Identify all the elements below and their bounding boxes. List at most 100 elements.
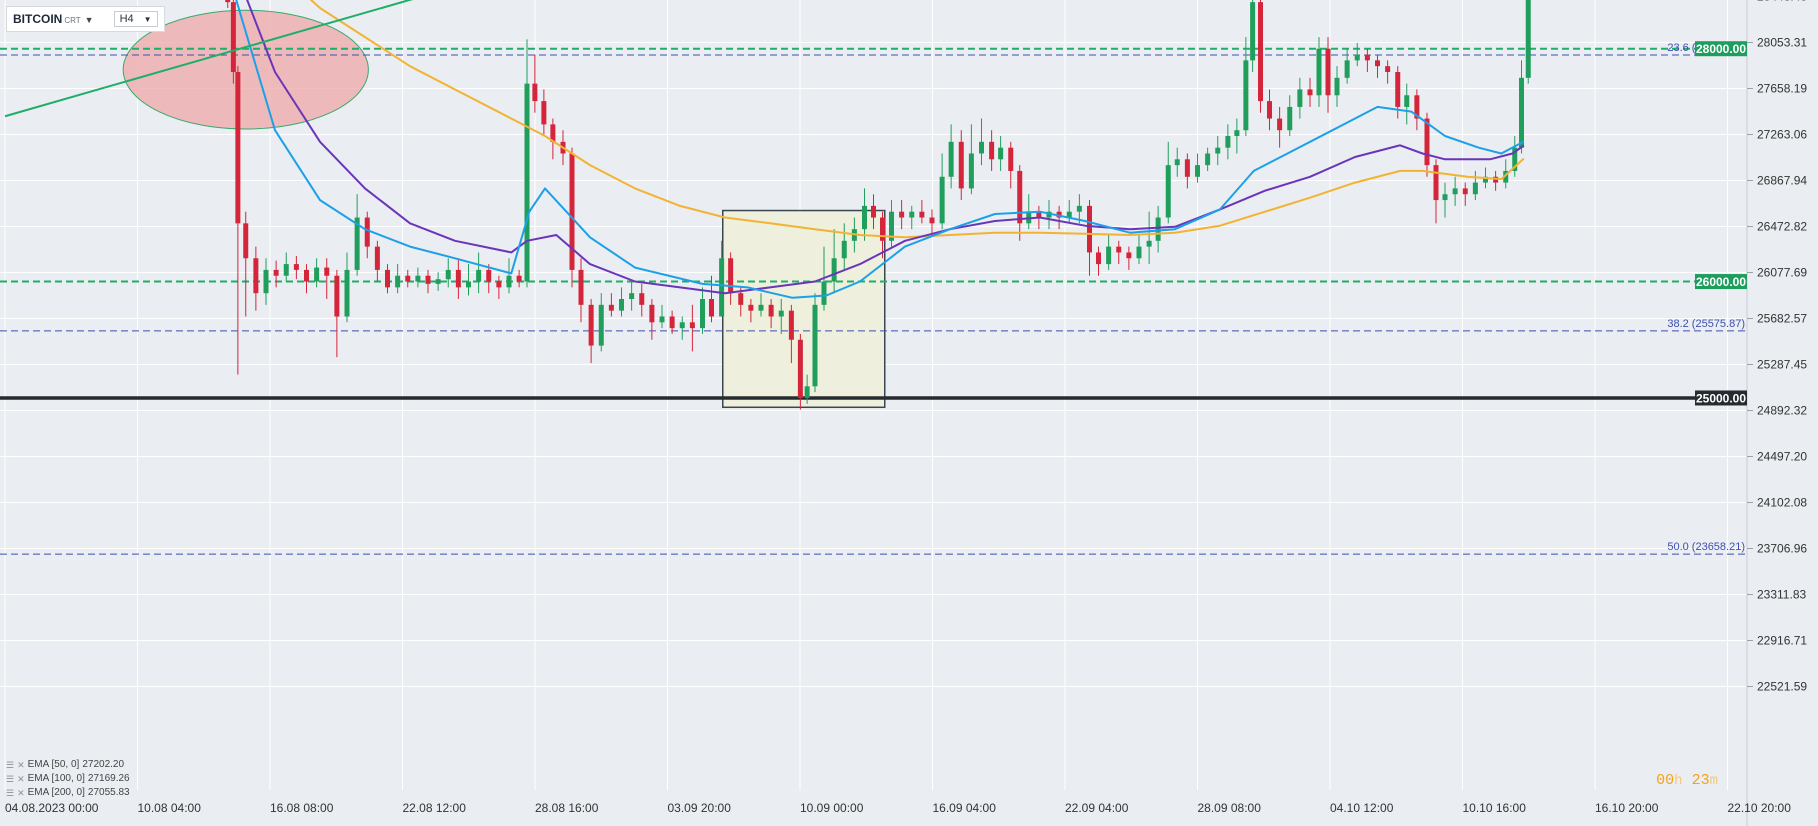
candle-body	[1250, 2, 1256, 61]
candle	[1008, 141, 1014, 189]
candle-body	[899, 211, 905, 218]
candle	[889, 200, 894, 247]
timeframe-select[interactable]: H4 ▼	[113, 11, 158, 27]
legend-item-ema200[interactable]: ☰ ✕ EMA [200, 0] 27055.83	[6, 786, 130, 800]
candle-body	[506, 275, 512, 288]
candle-body	[293, 264, 299, 270]
candle-body	[862, 205, 867, 230]
candle-body	[1307, 89, 1313, 96]
candle	[728, 252, 734, 305]
candle	[871, 194, 876, 230]
candle-body	[243, 223, 249, 259]
candle	[324, 258, 330, 300]
symbol-selector[interactable]: BITCOIN CRT ▼	[13, 12, 108, 26]
close-icon[interactable]: ✕	[17, 760, 25, 770]
settings-icon[interactable]: ☰	[6, 760, 15, 770]
candle	[405, 269, 411, 288]
candle-body	[788, 310, 794, 340]
candle	[968, 124, 974, 195]
candle	[293, 255, 299, 280]
settings-icon[interactable]: ☰	[6, 774, 15, 784]
candle	[1250, 0, 1256, 72]
chart-toolbar: BITCOIN CRT ▼ H4 ▼	[6, 6, 165, 32]
candle-body	[1452, 188, 1458, 195]
level-tag: 26000.00	[1695, 274, 1747, 290]
candle	[831, 229, 837, 294]
legend-item-ema100[interactable]: ☰ ✕ EMA [100, 0] 27169.26	[6, 772, 130, 786]
candle-body	[1472, 182, 1478, 195]
candle	[273, 260, 279, 288]
candle	[235, 66, 241, 375]
candle-body	[1375, 60, 1380, 67]
candle-body	[778, 310, 784, 317]
candle-body	[748, 304, 754, 311]
fib-label: 38.2 (25575.87)	[1667, 318, 1745, 330]
candle	[738, 287, 744, 317]
close-icon[interactable]: ✕	[17, 788, 25, 798]
price-tick-label: 24892.32	[1757, 404, 1807, 418]
candle	[1165, 141, 1171, 224]
settings-icon[interactable]: ☰	[6, 788, 15, 798]
candle-body	[1234, 130, 1240, 137]
chevron-down-icon: ▼	[84, 15, 94, 25]
drawings-background	[122, 9, 886, 409]
candle	[659, 304, 665, 329]
highlight-ellipse	[122, 9, 369, 130]
candle-body	[1195, 165, 1200, 177]
candle	[1287, 95, 1293, 137]
candle	[304, 264, 309, 294]
time-axis[interactable]: 04.08.2023 00:00 10.08 04:00 16.08 08:00 22…	[5, 801, 1791, 815]
time-tick-label: 16.09 04:00	[933, 801, 997, 815]
candle	[1316, 37, 1322, 107]
candle	[1076, 194, 1082, 224]
candle	[1325, 37, 1331, 113]
candle	[998, 136, 1004, 171]
candle	[909, 205, 915, 230]
candle-body	[968, 153, 974, 189]
candle	[929, 209, 935, 235]
price-tick-label: 26867.94	[1757, 174, 1807, 188]
candle-body	[812, 304, 818, 387]
candle-body	[486, 269, 492, 282]
candle	[619, 287, 624, 317]
candle	[797, 333, 803, 410]
candle	[334, 269, 340, 358]
candle-body	[1096, 252, 1101, 265]
level-tag-text: 25000.00	[1696, 391, 1746, 405]
candle-body	[1414, 95, 1420, 119]
candle	[1472, 170, 1478, 201]
candle	[1225, 124, 1231, 160]
candle-body	[354, 217, 360, 270]
candle	[516, 269, 522, 288]
legend-item-ema50[interactable]: ☰ ✕ EMA [50, 0] 27202.20	[6, 758, 130, 772]
candle	[243, 211, 249, 317]
candle-body	[679, 322, 685, 329]
candle	[1234, 118, 1240, 154]
candle-body	[466, 281, 471, 288]
candle	[1195, 153, 1200, 183]
candle-body	[304, 269, 309, 282]
ema200-line	[309, 0, 1525, 239]
candle	[748, 299, 754, 323]
candle	[1404, 83, 1410, 125]
candle-body	[1046, 211, 1052, 218]
price-axis[interactable]: 30424.0530028.9229633.8029238.6828843.55…	[1747, 0, 1807, 694]
fib-label: 50.0 (23658.21)	[1667, 541, 1745, 553]
candle-body	[1277, 118, 1283, 131]
candle	[578, 258, 584, 323]
candle	[989, 130, 995, 171]
candle	[608, 293, 614, 317]
candle-body	[550, 124, 556, 142]
ema100-line	[246, 0, 1525, 295]
candle-body	[1174, 159, 1180, 166]
candle	[669, 310, 675, 334]
candle-body	[1136, 246, 1142, 259]
close-icon[interactable]: ✕	[17, 774, 25, 784]
candle	[1116, 240, 1122, 265]
candle	[679, 316, 685, 340]
candle-body	[425, 275, 431, 284]
candle-body	[598, 304, 604, 346]
timer-hours: 00	[1656, 772, 1675, 789]
candle-countdown: 00h 23m	[1656, 772, 1718, 789]
